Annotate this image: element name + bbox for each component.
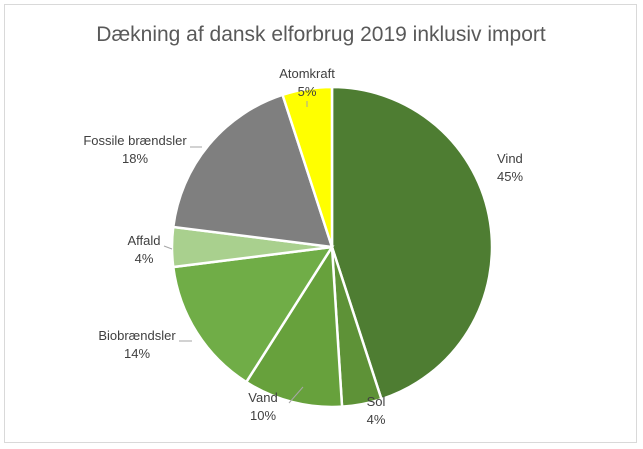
slice-label-name: Fossile brændsler — [83, 133, 187, 148]
slice-label-name: Biobrændsler — [98, 328, 176, 343]
slice-label-name: Affald — [127, 233, 160, 248]
slice-label-value: 5% — [298, 84, 317, 99]
slice-label-value: 4% — [367, 412, 386, 427]
slice-label-value: 18% — [122, 151, 148, 166]
slice-label-name: Vind — [497, 151, 523, 166]
pie-slice-atomkraft — [280, 85, 334, 248]
slice-label-value: 4% — [135, 251, 154, 266]
pie-slices — [170, 85, 494, 409]
slice-label-name: Vand — [248, 390, 277, 405]
slice-label-name: Sol — [367, 394, 386, 409]
slice-label-value: 14% — [124, 346, 150, 361]
slice-label-name: Atomkraft — [279, 66, 335, 81]
leader-line — [163, 245, 173, 250]
chart-frame: Dækning af dansk elforbrug 2019 inklusiv… — [4, 4, 637, 443]
pie-chart: Dækning af dansk elforbrug 2019 inklusiv… — [83, 23, 546, 427]
pie-slice-biobrændsler — [171, 245, 335, 384]
pie-slice-vand — [244, 243, 344, 409]
pie-slice-fossile-brændsler — [171, 93, 334, 249]
pie-slice-vind — [330, 85, 494, 401]
slice-labels: Vind 45% Sol 4% Vand 10% Biobrændsler 14% Affald… — [83, 66, 523, 427]
leader-line — [288, 386, 304, 404]
chart-title: Dækning af dansk elforbrug 2019 inklusiv… — [96, 23, 546, 46]
slice-label-value: 45% — [497, 169, 523, 184]
slice-label-value: 10% — [250, 408, 276, 423]
label-leaders — [163, 101, 308, 404]
